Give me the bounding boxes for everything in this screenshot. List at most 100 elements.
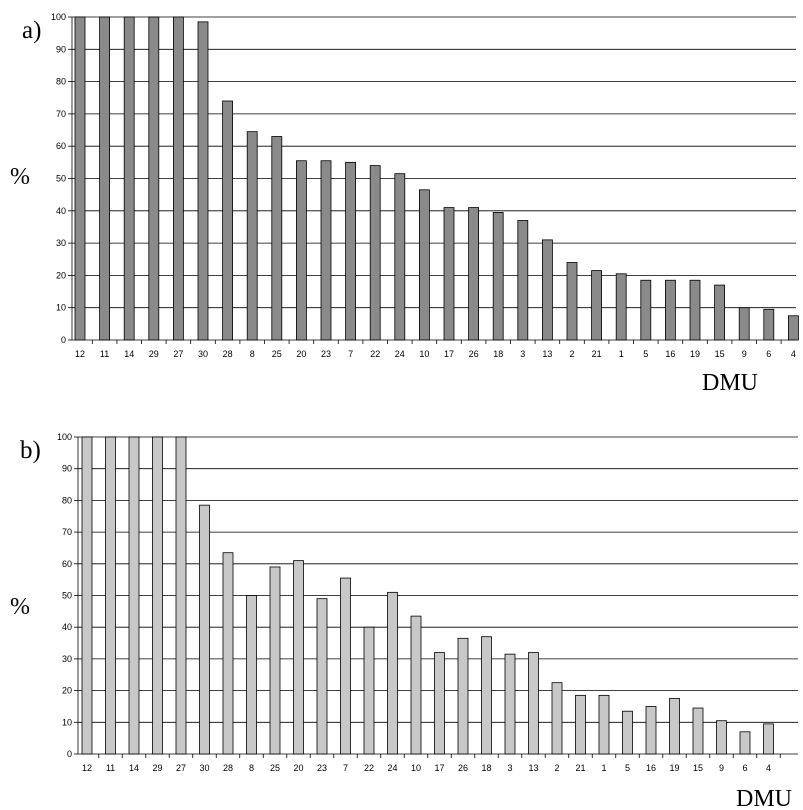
x-tick-label: 5 [643, 349, 648, 359]
bar-dmu-24 [387, 591, 398, 755]
bar-dmu-16 [665, 279, 676, 341]
bar-dmu-13 [542, 239, 553, 341]
x-tick-label: 13 [528, 763, 538, 773]
x-tick-label: 24 [395, 349, 405, 359]
x-tick-label: 26 [469, 349, 479, 359]
bar-dmu-6 [739, 731, 751, 755]
x-tick-label: 30 [199, 763, 209, 773]
x-tick-label: 20 [296, 349, 306, 359]
bar-dmu-11 [105, 436, 116, 755]
x-tick-label: 1 [619, 349, 624, 359]
panel-label: b) [20, 437, 41, 464]
x-tick-label: 12 [82, 763, 92, 773]
bar-dmu-10 [410, 615, 422, 755]
bar-dmu-16 [645, 706, 657, 755]
x-tick-label: 18 [493, 349, 503, 359]
x-tick-label: 15 [715, 349, 725, 359]
x-tick-label: 28 [223, 763, 233, 773]
y-axis-label: % [10, 594, 30, 620]
bar-dmu-13 [528, 652, 539, 755]
bar-dmu-2 [551, 682, 563, 755]
bar-dmu-30 [199, 504, 210, 755]
x-tick-label: 7 [348, 349, 353, 359]
bar-dmu-28 [222, 552, 234, 755]
x-tick-label: 21 [575, 763, 585, 773]
x-tick-label: 27 [173, 349, 183, 359]
x-tick-label: 26 [458, 763, 468, 773]
bar-dmu-1 [615, 273, 627, 341]
bar-dmu-17 [443, 207, 455, 341]
bar-dmu-27 [175, 436, 187, 755]
x-tick-label: 8 [249, 763, 254, 773]
bar-dmu-5 [640, 279, 652, 341]
bar-dmu-9 [716, 720, 727, 755]
x-tick-label: 30 [198, 349, 208, 359]
x-tick-label: 25 [272, 349, 282, 359]
x-tick-label: 2 [569, 349, 574, 359]
x-tick-label: 28 [223, 349, 233, 359]
x-tick-label: 4 [766, 763, 771, 773]
y-tick-label: 100 [51, 12, 66, 22]
y-tick-label: 80 [62, 495, 72, 505]
x-tick-label: 19 [669, 763, 679, 773]
y-tick-label: 40 [56, 206, 66, 216]
bar-dmu-10 [418, 189, 430, 341]
y-tick-label: 10 [62, 717, 72, 727]
x-tick-label: 10 [411, 763, 421, 773]
bar-dmu-12 [81, 436, 93, 755]
bar-dmu-14 [123, 16, 135, 341]
x-tick-label: 12 [75, 349, 85, 359]
x-tick-label: 17 [434, 763, 444, 773]
y-tick-label: 50 [62, 591, 72, 601]
x-tick-label: 7 [343, 763, 348, 773]
bar-dmu-26 [457, 637, 469, 755]
x-tick-label: 11 [100, 349, 109, 359]
x-tick-label: 20 [293, 763, 303, 773]
bar-dmu-25 [269, 566, 281, 755]
x-tick-label: 19 [690, 349, 700, 359]
x-tick-label: 29 [149, 349, 159, 359]
bar-dmu-9 [738, 307, 750, 341]
x-tick-label: 13 [542, 349, 552, 359]
y-tick-label: 0 [61, 335, 66, 345]
x-tick-label: 14 [124, 349, 134, 359]
x-tick-label: 4 [791, 349, 796, 359]
bar-dmu-23 [316, 598, 328, 755]
bar-dmu-18 [481, 636, 492, 755]
bar-dmu-24 [394, 173, 406, 341]
bar-dmu-1 [598, 694, 610, 755]
bar-dmu-12 [74, 16, 86, 341]
y-tick-label: 70 [62, 527, 72, 537]
bar-dmu-30 [197, 21, 209, 341]
bar-dmu-22 [363, 626, 375, 755]
x-tick-label: 11 [106, 763, 115, 773]
x-tick-label: 6 [766, 349, 771, 359]
x-tick-label: 10 [419, 349, 429, 359]
x-tick-label: 1 [601, 763, 606, 773]
x-tick-label: 18 [481, 763, 491, 773]
y-tick-label: 60 [56, 141, 66, 151]
x-tick-label: 9 [719, 763, 724, 773]
y-tick-label: 40 [62, 622, 72, 632]
bar-dmu-26 [468, 207, 480, 341]
y-tick-label: 80 [56, 77, 66, 87]
bar-dmu-5 [622, 710, 633, 755]
y-tick-label: 20 [62, 686, 72, 696]
bar-dmu-20 [293, 560, 304, 755]
bar-dmu-20 [295, 160, 307, 341]
bar-dmu-8 [246, 595, 257, 755]
y-tick-label: 90 [62, 464, 72, 474]
bar-dmu-14 [128, 436, 140, 755]
bar-dmu-15 [714, 284, 725, 341]
bar-dmu-21 [591, 270, 602, 341]
x-tick-label: 5 [625, 763, 630, 773]
x-tick-label: 14 [129, 763, 139, 773]
bar-dmu-23 [320, 160, 332, 341]
x-tick-label: 16 [646, 763, 656, 773]
x-tick-label: 27 [176, 763, 186, 773]
bar-dmu-19 [689, 279, 701, 341]
y-tick-label: 10 [56, 303, 66, 313]
